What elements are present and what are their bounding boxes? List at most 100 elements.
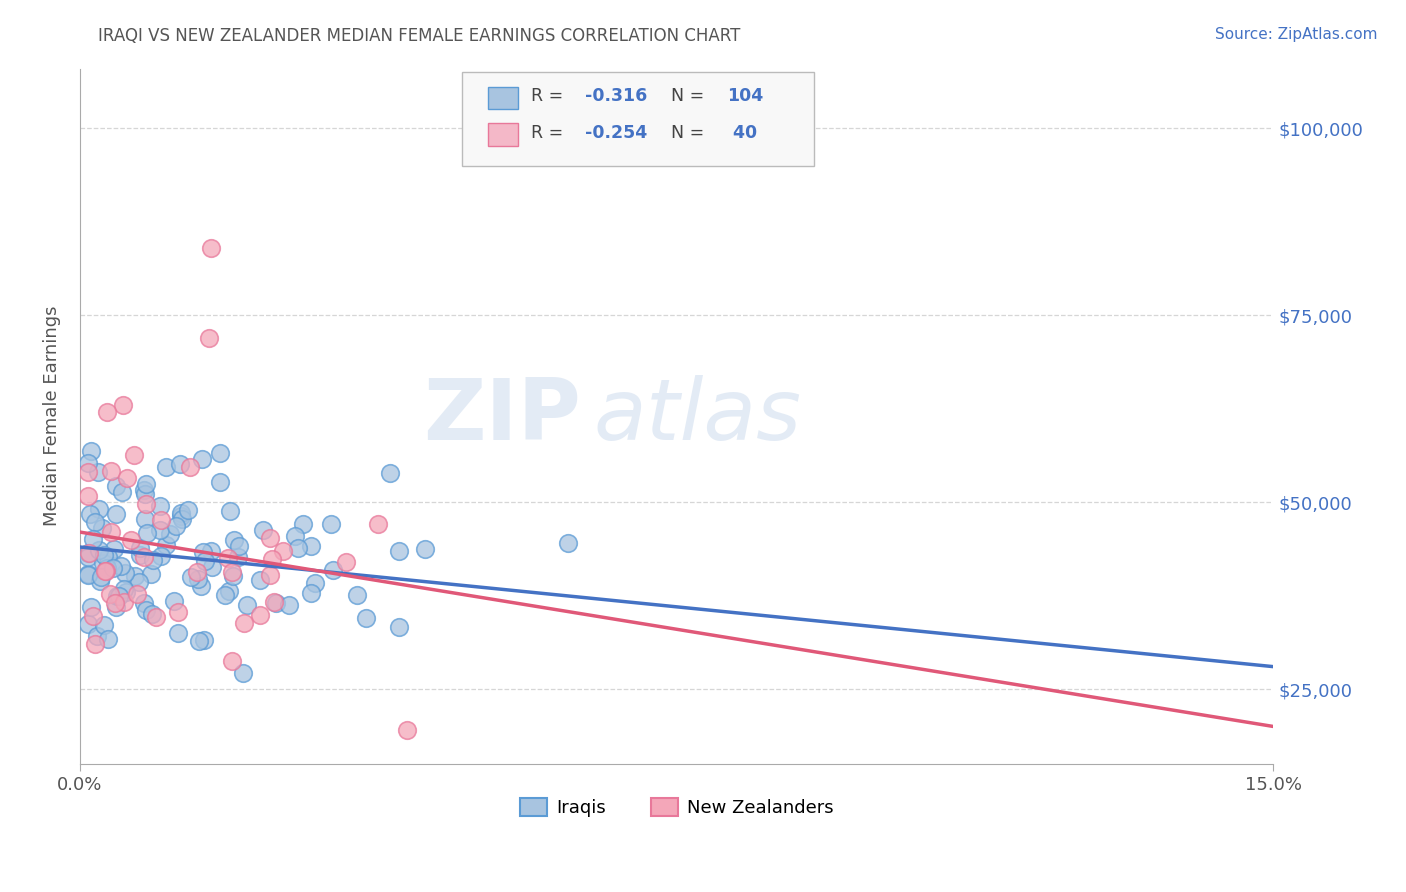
- Point: [169, 457, 191, 471]
- Point: [80, 600, 103, 615]
- Point: [155, 538, 177, 552]
- Point: [259, 567, 281, 582]
- Point: [188, 633, 211, 648]
- Y-axis label: Median Female Earnings: Median Female Earnings: [44, 306, 60, 526]
- Text: -0.316: -0.316: [585, 87, 647, 104]
- Point: [194, 554, 217, 568]
- Point: [233, 616, 256, 631]
- Point: [260, 552, 283, 566]
- Point: [76, 465, 98, 479]
- Point: [299, 539, 322, 553]
- Text: R =: R =: [531, 87, 568, 104]
- Point: [299, 586, 322, 600]
- Point: [129, 548, 152, 562]
- Point: [142, 553, 165, 567]
- Point: [84, 637, 107, 651]
- Point: [208, 446, 231, 460]
- Point: [76, 566, 98, 581]
- Point: [190, 579, 212, 593]
- Point: [163, 594, 186, 608]
- Point: [150, 513, 173, 527]
- Point: [165, 518, 187, 533]
- Point: [263, 595, 285, 609]
- Point: [271, 544, 294, 558]
- Point: [278, 598, 301, 612]
- Text: R =: R =: [531, 124, 568, 142]
- Point: [93, 556, 115, 570]
- FancyBboxPatch shape: [461, 72, 814, 166]
- Point: [221, 566, 243, 580]
- Point: [141, 607, 163, 621]
- Point: [180, 570, 202, 584]
- Point: [170, 508, 193, 523]
- Point: [93, 548, 115, 562]
- Point: [387, 620, 409, 634]
- Point: [335, 555, 357, 569]
- Point: [170, 511, 193, 525]
- Point: [388, 543, 411, 558]
- Point: [97, 549, 120, 564]
- Point: [217, 551, 239, 566]
- Point: [321, 517, 343, 532]
- Point: [191, 545, 214, 559]
- Text: N =: N =: [671, 124, 709, 142]
- Point: [90, 521, 112, 535]
- Point: [98, 587, 121, 601]
- FancyBboxPatch shape: [488, 87, 517, 109]
- Point: [115, 470, 138, 484]
- Point: [287, 541, 309, 555]
- Point: [89, 574, 111, 588]
- Point: [232, 665, 254, 680]
- Point: [105, 479, 128, 493]
- Point: [415, 541, 437, 556]
- Point: [135, 497, 157, 511]
- Point: [100, 524, 122, 539]
- Point: [90, 569, 112, 583]
- Point: [145, 610, 167, 624]
- Point: [96, 560, 118, 574]
- Point: [115, 584, 138, 599]
- Point: [94, 564, 117, 578]
- Point: [177, 503, 200, 517]
- Point: [155, 460, 177, 475]
- Point: [134, 487, 156, 501]
- Text: N =: N =: [671, 87, 709, 104]
- Point: [104, 596, 127, 610]
- Point: [101, 561, 124, 575]
- Point: [201, 559, 224, 574]
- Point: [107, 589, 129, 603]
- Point: [226, 550, 249, 565]
- Point: [197, 331, 219, 345]
- Point: [259, 531, 281, 545]
- Point: [264, 596, 287, 610]
- Point: [149, 499, 172, 513]
- Point: [346, 588, 368, 602]
- Point: [141, 566, 163, 581]
- Point: [134, 596, 156, 610]
- Point: [193, 632, 215, 647]
- Point: [214, 588, 236, 602]
- Point: [127, 586, 149, 600]
- Point: [114, 566, 136, 580]
- Point: [108, 589, 131, 603]
- Point: [380, 466, 402, 480]
- Text: ZIP: ZIP: [423, 375, 581, 458]
- Point: [132, 549, 155, 564]
- Text: -0.254: -0.254: [585, 124, 647, 142]
- Text: Source: ZipAtlas.com: Source: ZipAtlas.com: [1215, 27, 1378, 42]
- Point: [76, 550, 98, 565]
- Point: [96, 405, 118, 419]
- Point: [228, 539, 250, 553]
- Point: [89, 502, 111, 516]
- Point: [252, 523, 274, 537]
- FancyBboxPatch shape: [488, 123, 517, 145]
- Point: [82, 609, 104, 624]
- Point: [86, 629, 108, 643]
- Point: [135, 476, 157, 491]
- Point: [190, 451, 212, 466]
- Point: [284, 529, 307, 543]
- Point: [395, 723, 418, 737]
- Point: [105, 599, 128, 614]
- Point: [135, 525, 157, 540]
- Text: 104: 104: [727, 87, 763, 104]
